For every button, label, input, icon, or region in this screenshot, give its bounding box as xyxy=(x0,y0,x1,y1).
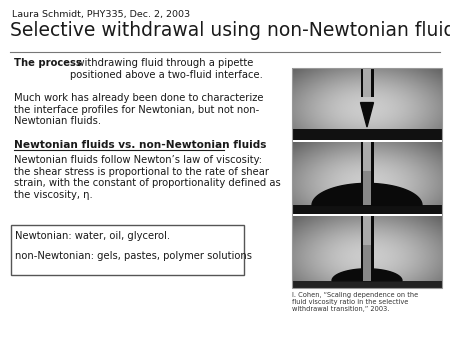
Bar xyxy=(292,129,442,140)
Bar xyxy=(364,142,371,171)
Bar xyxy=(364,245,371,281)
Bar xyxy=(360,171,374,206)
Text: Newtonian fluids follow Newton’s law of viscosity:
the shear stress is proportio: Newtonian fluids follow Newton’s law of … xyxy=(14,155,281,200)
Bar xyxy=(364,68,371,97)
Text: non-Newtonian: gels, pastes, polymer solutions: non-Newtonian: gels, pastes, polymer sol… xyxy=(15,251,252,261)
Polygon shape xyxy=(312,184,422,206)
Text: Laura Schmidt, PHY335, Dec. 2, 2003: Laura Schmidt, PHY335, Dec. 2, 2003 xyxy=(12,10,190,19)
Text: Much work has already been done to characterize
the interface profiles for Newto: Much work has already been done to chara… xyxy=(14,93,264,126)
Bar xyxy=(292,281,442,288)
Bar xyxy=(360,68,374,97)
Text: : withdrawing fluid through a pipette
positioned above a two-fluid interface.: : withdrawing fluid through a pipette po… xyxy=(70,58,263,80)
Bar xyxy=(292,68,442,288)
Bar xyxy=(11,225,244,275)
Text: Selective withdrawal using non-Newtonian fluids: Selective withdrawal using non-Newtonian… xyxy=(10,21,450,40)
Bar xyxy=(360,245,374,281)
Polygon shape xyxy=(360,102,374,127)
Bar xyxy=(360,216,374,245)
Bar xyxy=(364,216,371,245)
Text: The process: The process xyxy=(14,58,82,68)
Text: Newtonian fluids vs. non-Newtonian fluids: Newtonian fluids vs. non-Newtonian fluid… xyxy=(14,140,266,150)
Bar xyxy=(292,206,442,214)
Bar xyxy=(360,142,374,171)
Bar xyxy=(364,171,371,206)
Text: I. Cohen, “Scaling dependence on the
fluid viscosity ratio in the selective
with: I. Cohen, “Scaling dependence on the flu… xyxy=(292,292,418,312)
Text: Newtonian: water, oil, glycerol.: Newtonian: water, oil, glycerol. xyxy=(15,231,170,241)
Polygon shape xyxy=(332,269,402,281)
